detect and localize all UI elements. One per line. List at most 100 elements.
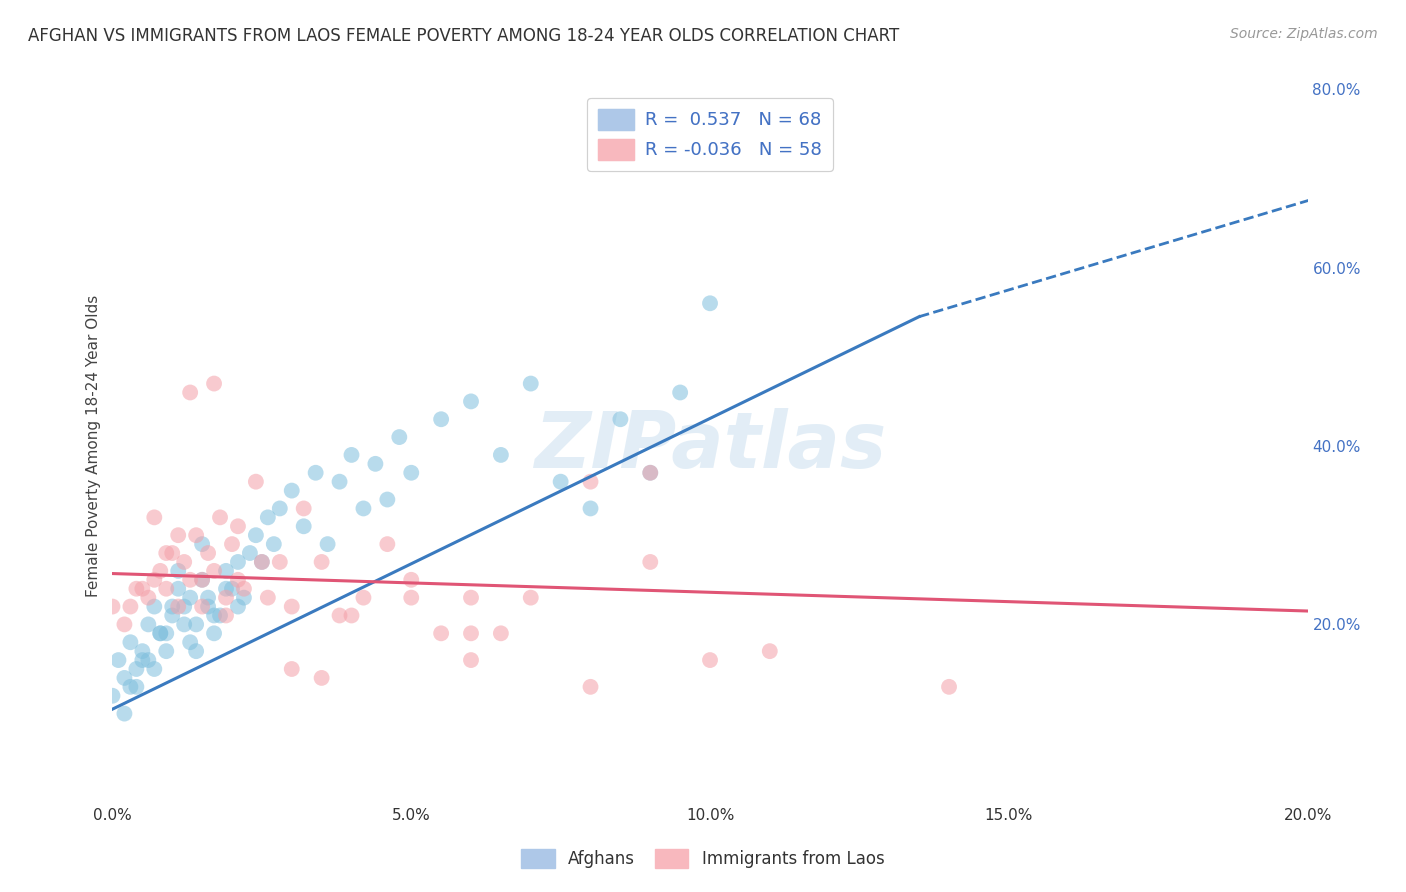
Point: [202, 626, 225, 640]
Point: [460, 653, 482, 667]
Point: [179, 385, 201, 400]
Point: [208, 510, 231, 524]
Point: [186, 528, 208, 542]
Point: [669, 385, 692, 400]
Point: [215, 591, 238, 605]
Point: [699, 296, 721, 310]
Point: [173, 599, 195, 614]
Point: [638, 466, 662, 480]
Point: [120, 680, 142, 694]
Point: [340, 608, 363, 623]
Point: [232, 582, 256, 596]
Point: [101, 689, 124, 703]
Point: [328, 475, 352, 489]
Point: [388, 430, 411, 444]
Point: [699, 653, 721, 667]
Text: Source: ZipAtlas.com: Source: ZipAtlas.com: [1230, 27, 1378, 41]
Point: [197, 546, 219, 560]
Point: [226, 519, 249, 533]
Point: [167, 582, 190, 596]
Point: [167, 599, 190, 614]
Point: [143, 510, 166, 524]
Point: [114, 706, 135, 721]
Point: [311, 555, 333, 569]
Point: [155, 546, 177, 560]
Point: [197, 591, 219, 605]
Point: [191, 599, 214, 614]
Point: [579, 680, 602, 694]
Point: [114, 617, 135, 632]
Point: [364, 457, 387, 471]
Point: [352, 591, 374, 605]
Point: [138, 653, 160, 667]
Point: [257, 510, 280, 524]
Point: [162, 599, 183, 614]
Point: [292, 501, 315, 516]
Point: [250, 555, 273, 569]
Point: [938, 680, 960, 694]
Point: [257, 591, 280, 605]
Point: [377, 492, 399, 507]
Point: [269, 555, 291, 569]
Point: [579, 501, 602, 516]
Point: [197, 599, 219, 614]
Point: [215, 564, 238, 578]
Point: [162, 546, 183, 560]
Point: [186, 644, 208, 658]
Point: [120, 599, 142, 614]
Point: [460, 394, 482, 409]
Point: [138, 617, 160, 632]
Legend: R =  0.537   N = 68, R = -0.036   N = 58: R = 0.537 N = 68, R = -0.036 N = 58: [588, 98, 832, 170]
Point: [316, 537, 339, 551]
Point: [208, 608, 231, 623]
Point: [101, 599, 124, 614]
Point: [155, 644, 177, 658]
Point: [149, 626, 172, 640]
Point: [430, 626, 453, 640]
Point: [167, 528, 190, 542]
Point: [173, 555, 195, 569]
Point: [120, 635, 142, 649]
Point: [263, 537, 285, 551]
Point: [281, 599, 304, 614]
Point: [167, 564, 190, 578]
Point: [377, 537, 399, 551]
Point: [550, 475, 572, 489]
Point: [304, 466, 326, 480]
Point: [460, 591, 482, 605]
Point: [292, 519, 315, 533]
Point: [215, 582, 238, 596]
Text: AFGHAN VS IMMIGRANTS FROM LAOS FEMALE POVERTY AMONG 18-24 YEAR OLDS CORRELATION : AFGHAN VS IMMIGRANTS FROM LAOS FEMALE PO…: [28, 27, 900, 45]
Point: [352, 501, 374, 516]
Point: [131, 653, 153, 667]
Point: [245, 528, 267, 542]
Point: [239, 546, 262, 560]
Point: [281, 662, 304, 676]
Point: [269, 501, 291, 516]
Point: [173, 617, 195, 632]
Point: [221, 537, 243, 551]
Point: [328, 608, 352, 623]
Point: [143, 573, 166, 587]
Point: [638, 555, 662, 569]
Point: [202, 608, 225, 623]
Point: [226, 573, 249, 587]
Point: [138, 591, 160, 605]
Point: [191, 537, 214, 551]
Point: [759, 644, 782, 658]
Y-axis label: Female Poverty Among 18-24 Year Olds: Female Poverty Among 18-24 Year Olds: [86, 295, 101, 597]
Point: [232, 591, 256, 605]
Point: [191, 573, 214, 587]
Point: [281, 483, 304, 498]
Point: [489, 626, 512, 640]
Point: [311, 671, 333, 685]
Point: [125, 662, 148, 676]
Point: [186, 617, 208, 632]
Point: [340, 448, 363, 462]
Point: [401, 573, 423, 587]
Point: [215, 608, 238, 623]
Legend: Afghans, Immigrants from Laos: Afghans, Immigrants from Laos: [515, 842, 891, 875]
Point: [179, 635, 201, 649]
Point: [143, 599, 166, 614]
Point: [179, 591, 201, 605]
